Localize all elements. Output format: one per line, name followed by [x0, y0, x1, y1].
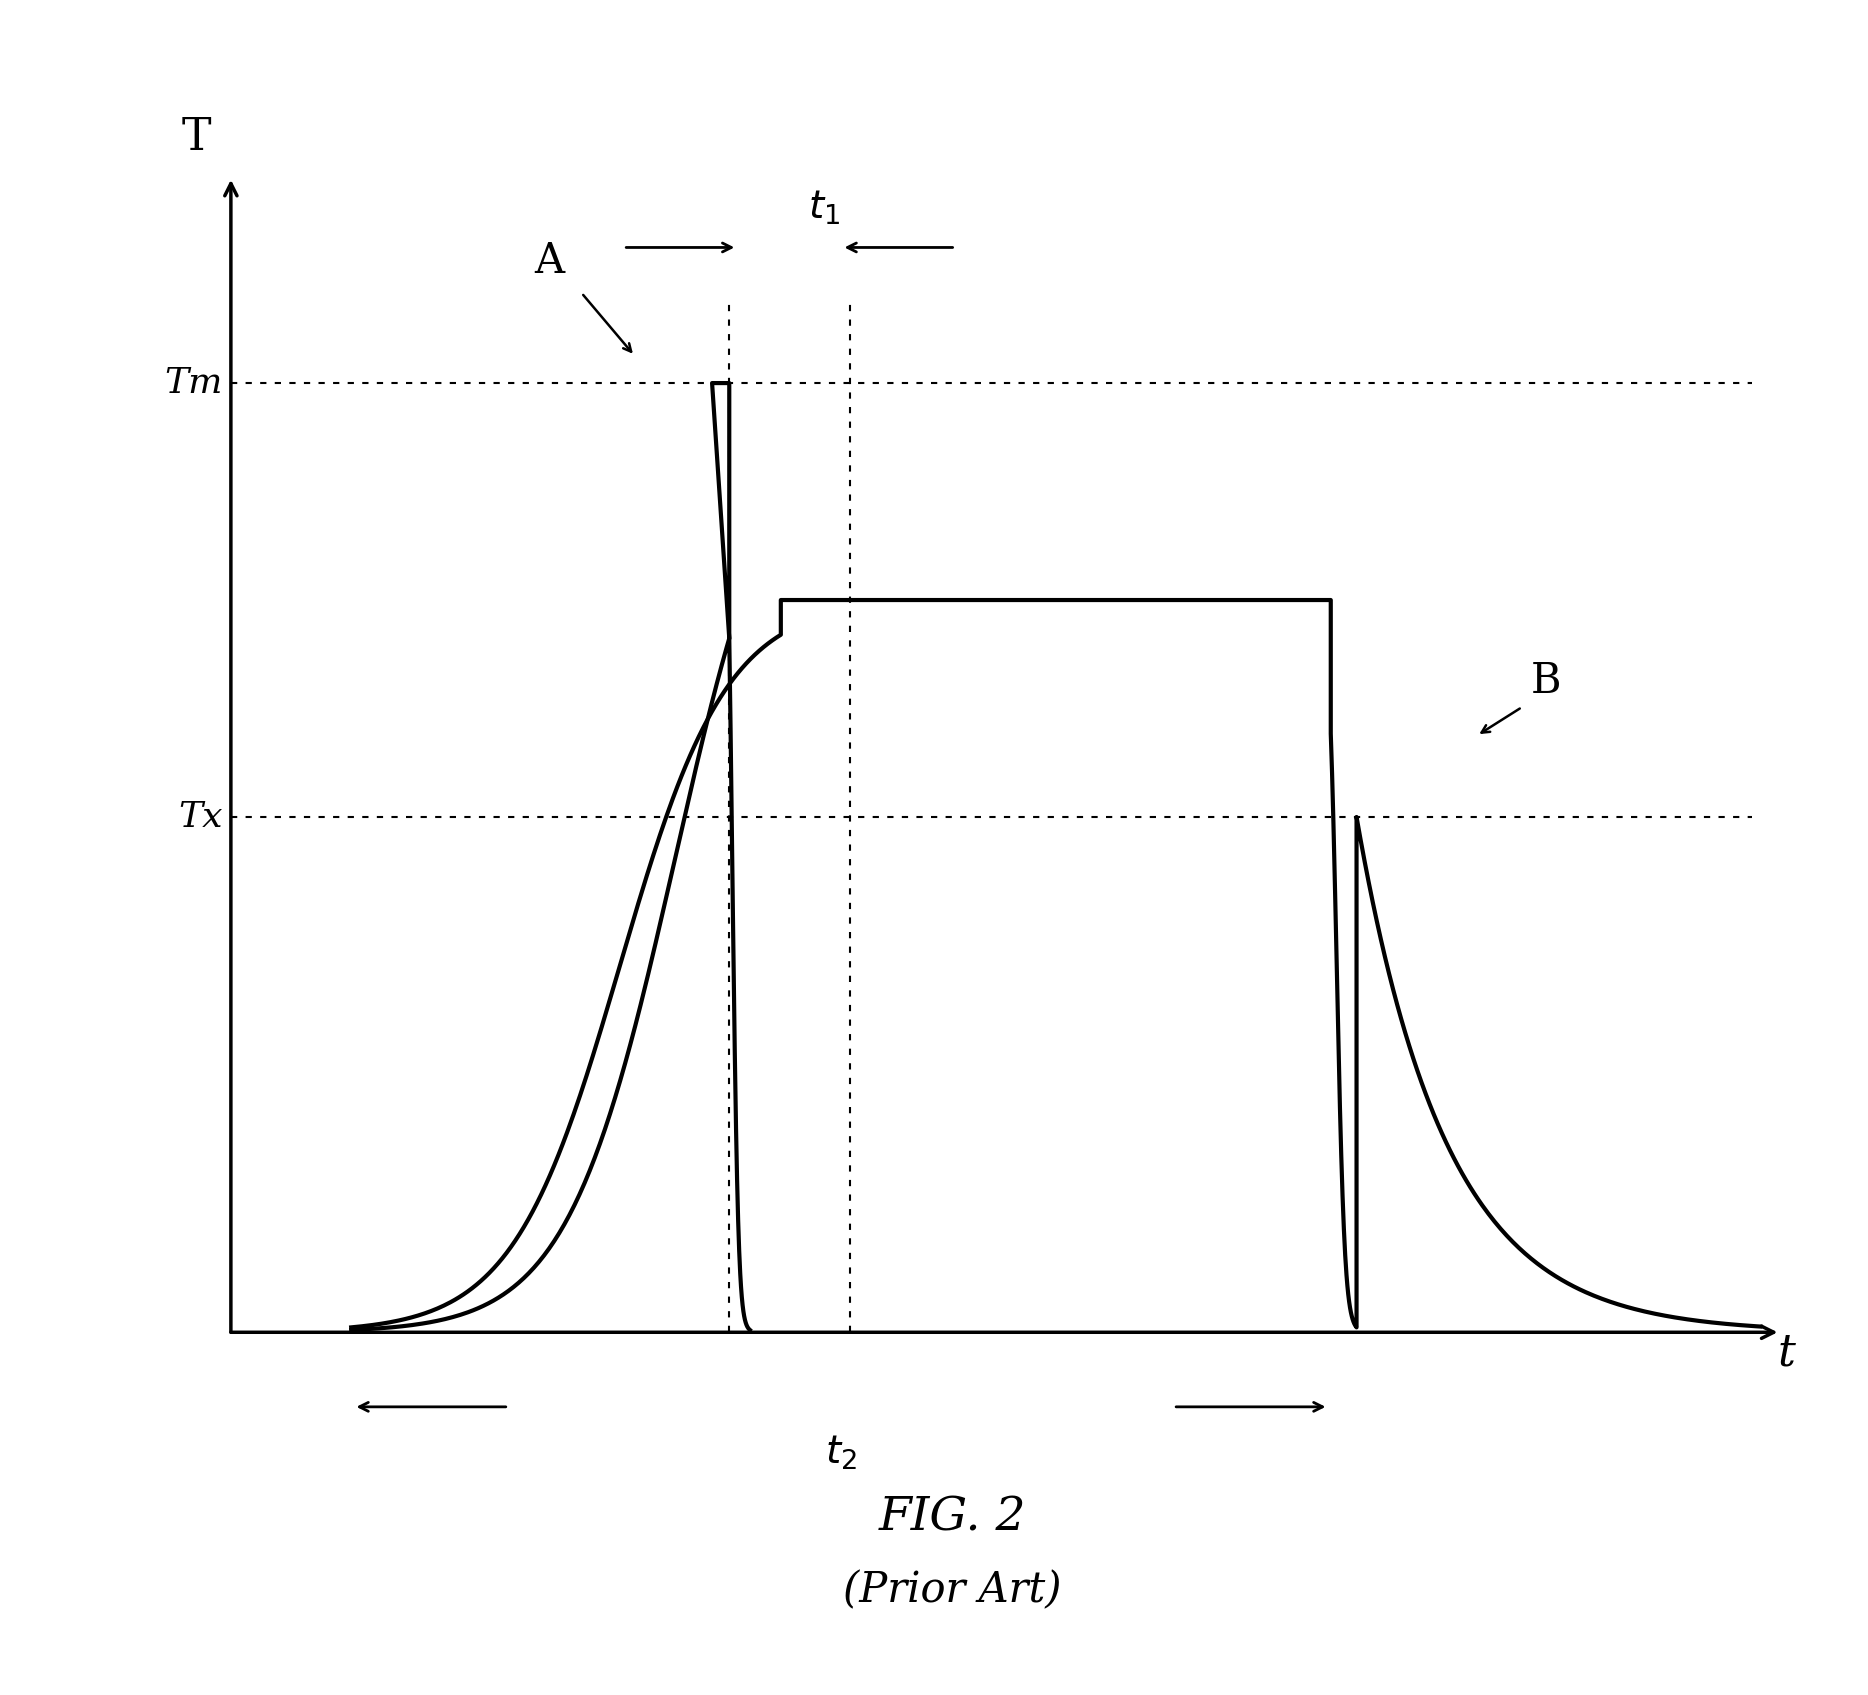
Text: Tx: Tx — [177, 800, 222, 834]
Text: $t_2$: $t_2$ — [826, 1434, 857, 1473]
Text: $t_1$: $t_1$ — [807, 188, 841, 227]
Text: Tm: Tm — [164, 366, 222, 400]
Text: T: T — [181, 117, 211, 159]
Text: t: t — [1776, 1331, 1795, 1375]
Text: FIG. 2: FIG. 2 — [878, 1495, 1027, 1541]
Text: (Prior Art): (Prior Art) — [844, 1570, 1061, 1612]
Text: B: B — [1530, 661, 1562, 702]
Text: A: A — [534, 241, 564, 281]
